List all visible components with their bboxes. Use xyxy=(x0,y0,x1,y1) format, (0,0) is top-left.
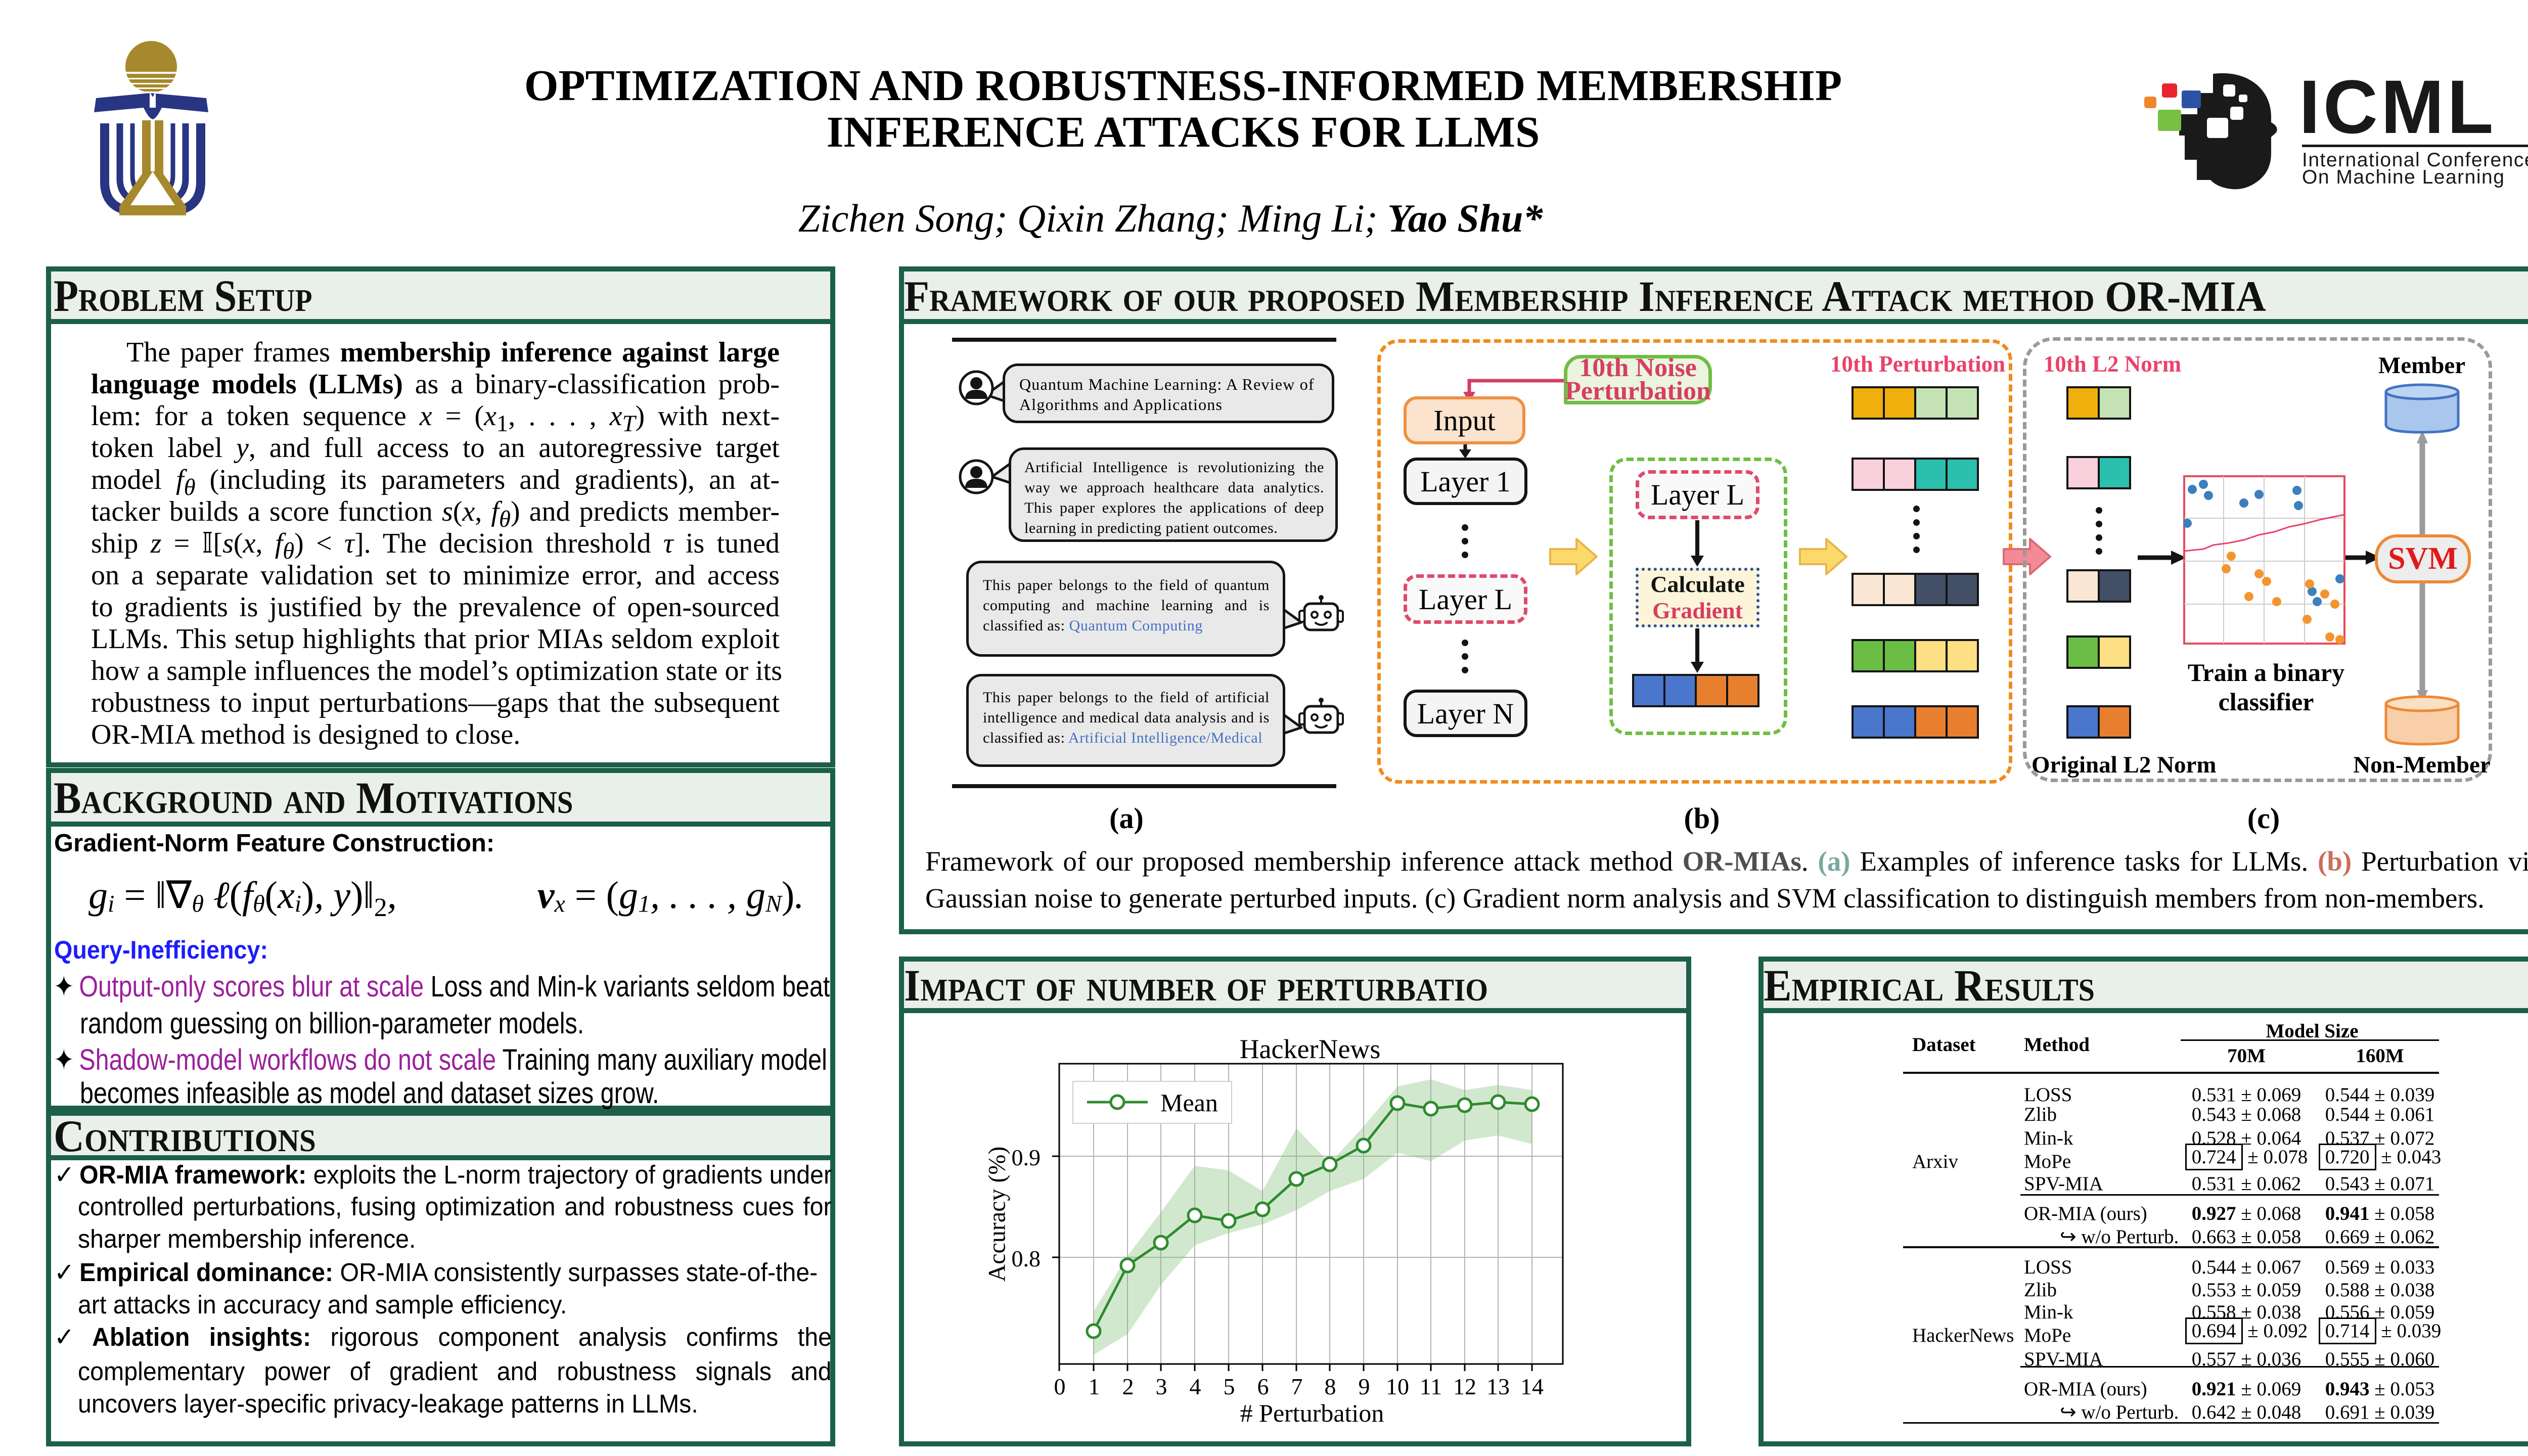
svg-text:Mean: Mean xyxy=(1160,1088,1218,1117)
